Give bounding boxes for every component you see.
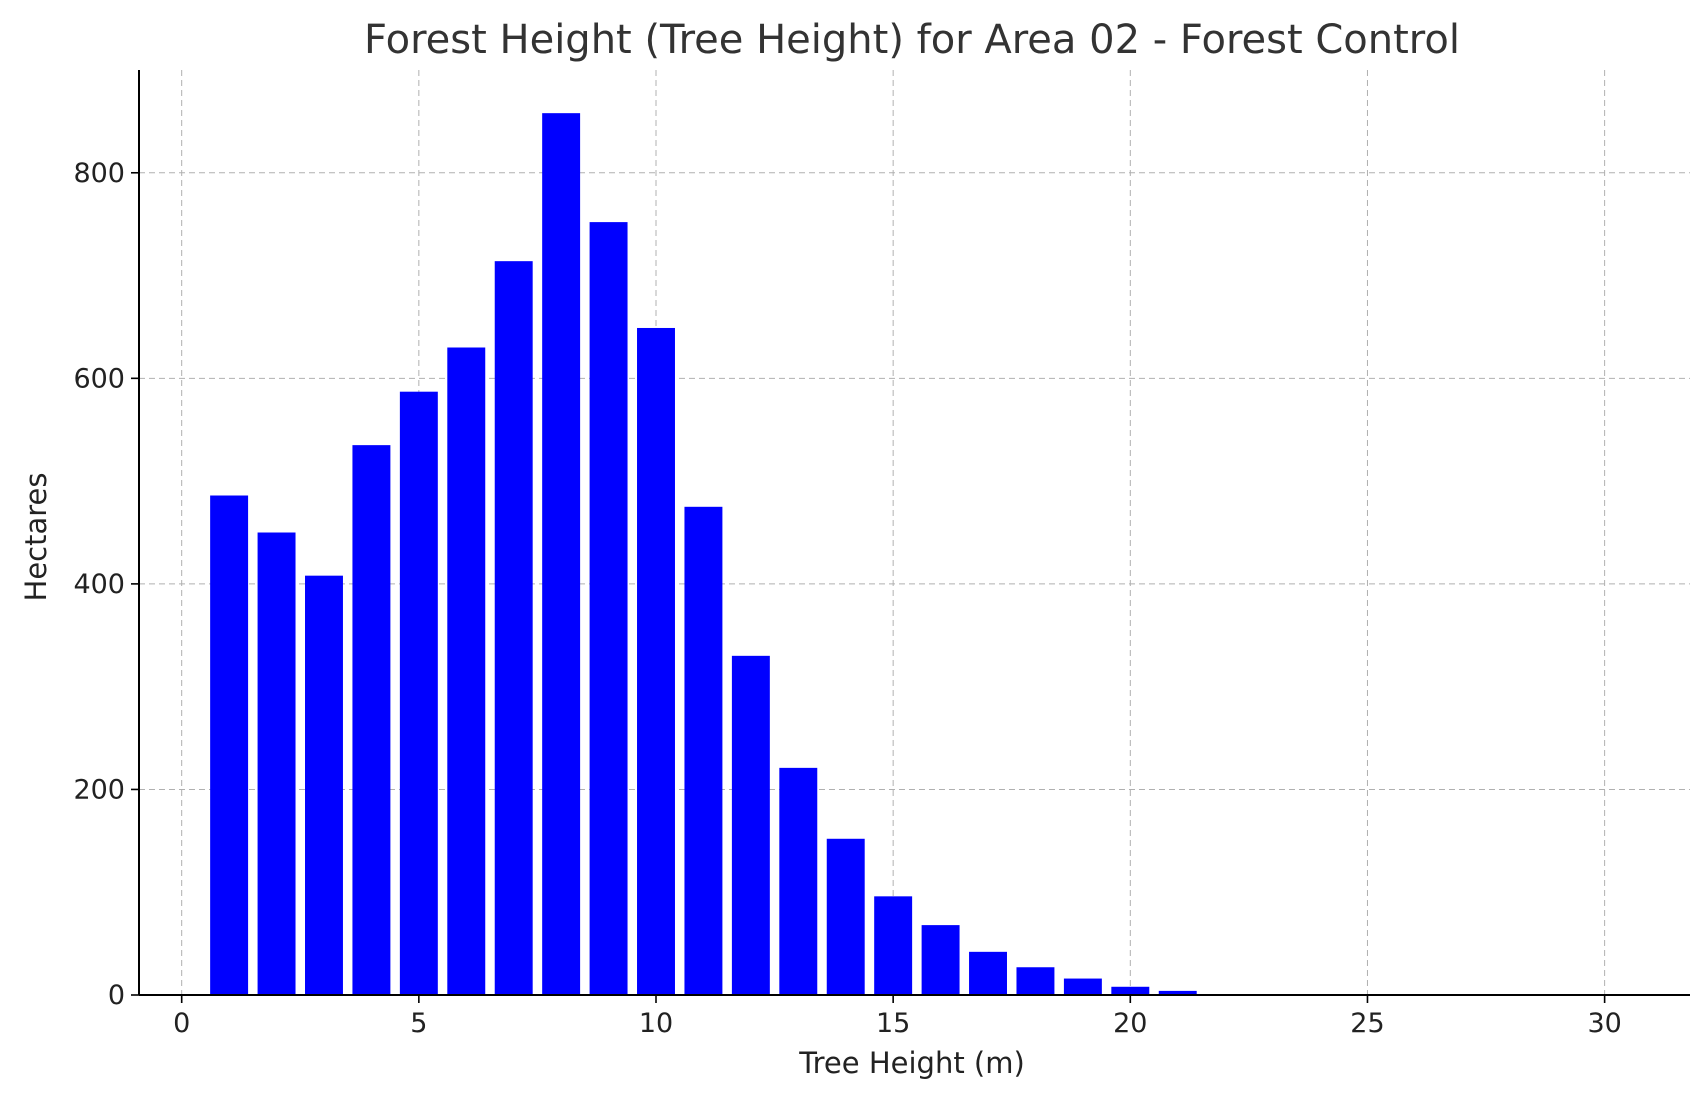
y-tick-label: 0 — [108, 980, 125, 1011]
bar — [589, 222, 628, 996]
x-tick-label: 5 — [410, 1008, 427, 1039]
bar — [969, 951, 1007, 995]
bar — [1063, 978, 1102, 995]
x-tick-label: 10 — [639, 1008, 673, 1039]
bar — [210, 495, 249, 995]
x-tick-label: 0 — [173, 1008, 190, 1039]
bar — [1111, 986, 1150, 995]
y-tick-label: 400 — [73, 569, 125, 600]
x-tick-label: 20 — [1113, 1008, 1147, 1039]
axes — [138, 70, 1690, 996]
y-tick-label: 600 — [73, 363, 125, 394]
bars — [210, 113, 1197, 996]
bar — [731, 655, 770, 995]
bar — [494, 261, 533, 996]
bar — [826, 838, 865, 995]
grid — [139, 70, 1690, 996]
bar — [352, 445, 391, 995]
bar — [779, 767, 818, 995]
bar — [1158, 990, 1197, 995]
ticks: 0 5 10 15 20 25 30 0 200 400 600 800 — [73, 158, 1621, 1039]
bar — [1016, 967, 1055, 995]
y-tick-label: 800 — [73, 158, 125, 189]
y-tick-label: 200 — [73, 774, 125, 805]
y-axis-label: Hectares — [19, 473, 53, 602]
bar — [637, 327, 675, 995]
bar — [542, 113, 581, 995]
bar — [399, 391, 438, 995]
bar — [257, 532, 296, 995]
chart-title: Forest Height (Tree Height) for Area 02 … — [364, 17, 1460, 63]
bar — [684, 506, 723, 995]
x-tick-label: 25 — [1350, 1008, 1384, 1039]
x-tick-label: 30 — [1587, 1008, 1621, 1039]
bar — [921, 925, 960, 995]
x-tick-label: 15 — [876, 1008, 910, 1039]
bar — [447, 347, 486, 995]
bar — [874, 896, 913, 995]
x-axis-label: Tree Height (m) — [798, 1046, 1025, 1080]
bar — [305, 575, 343, 995]
